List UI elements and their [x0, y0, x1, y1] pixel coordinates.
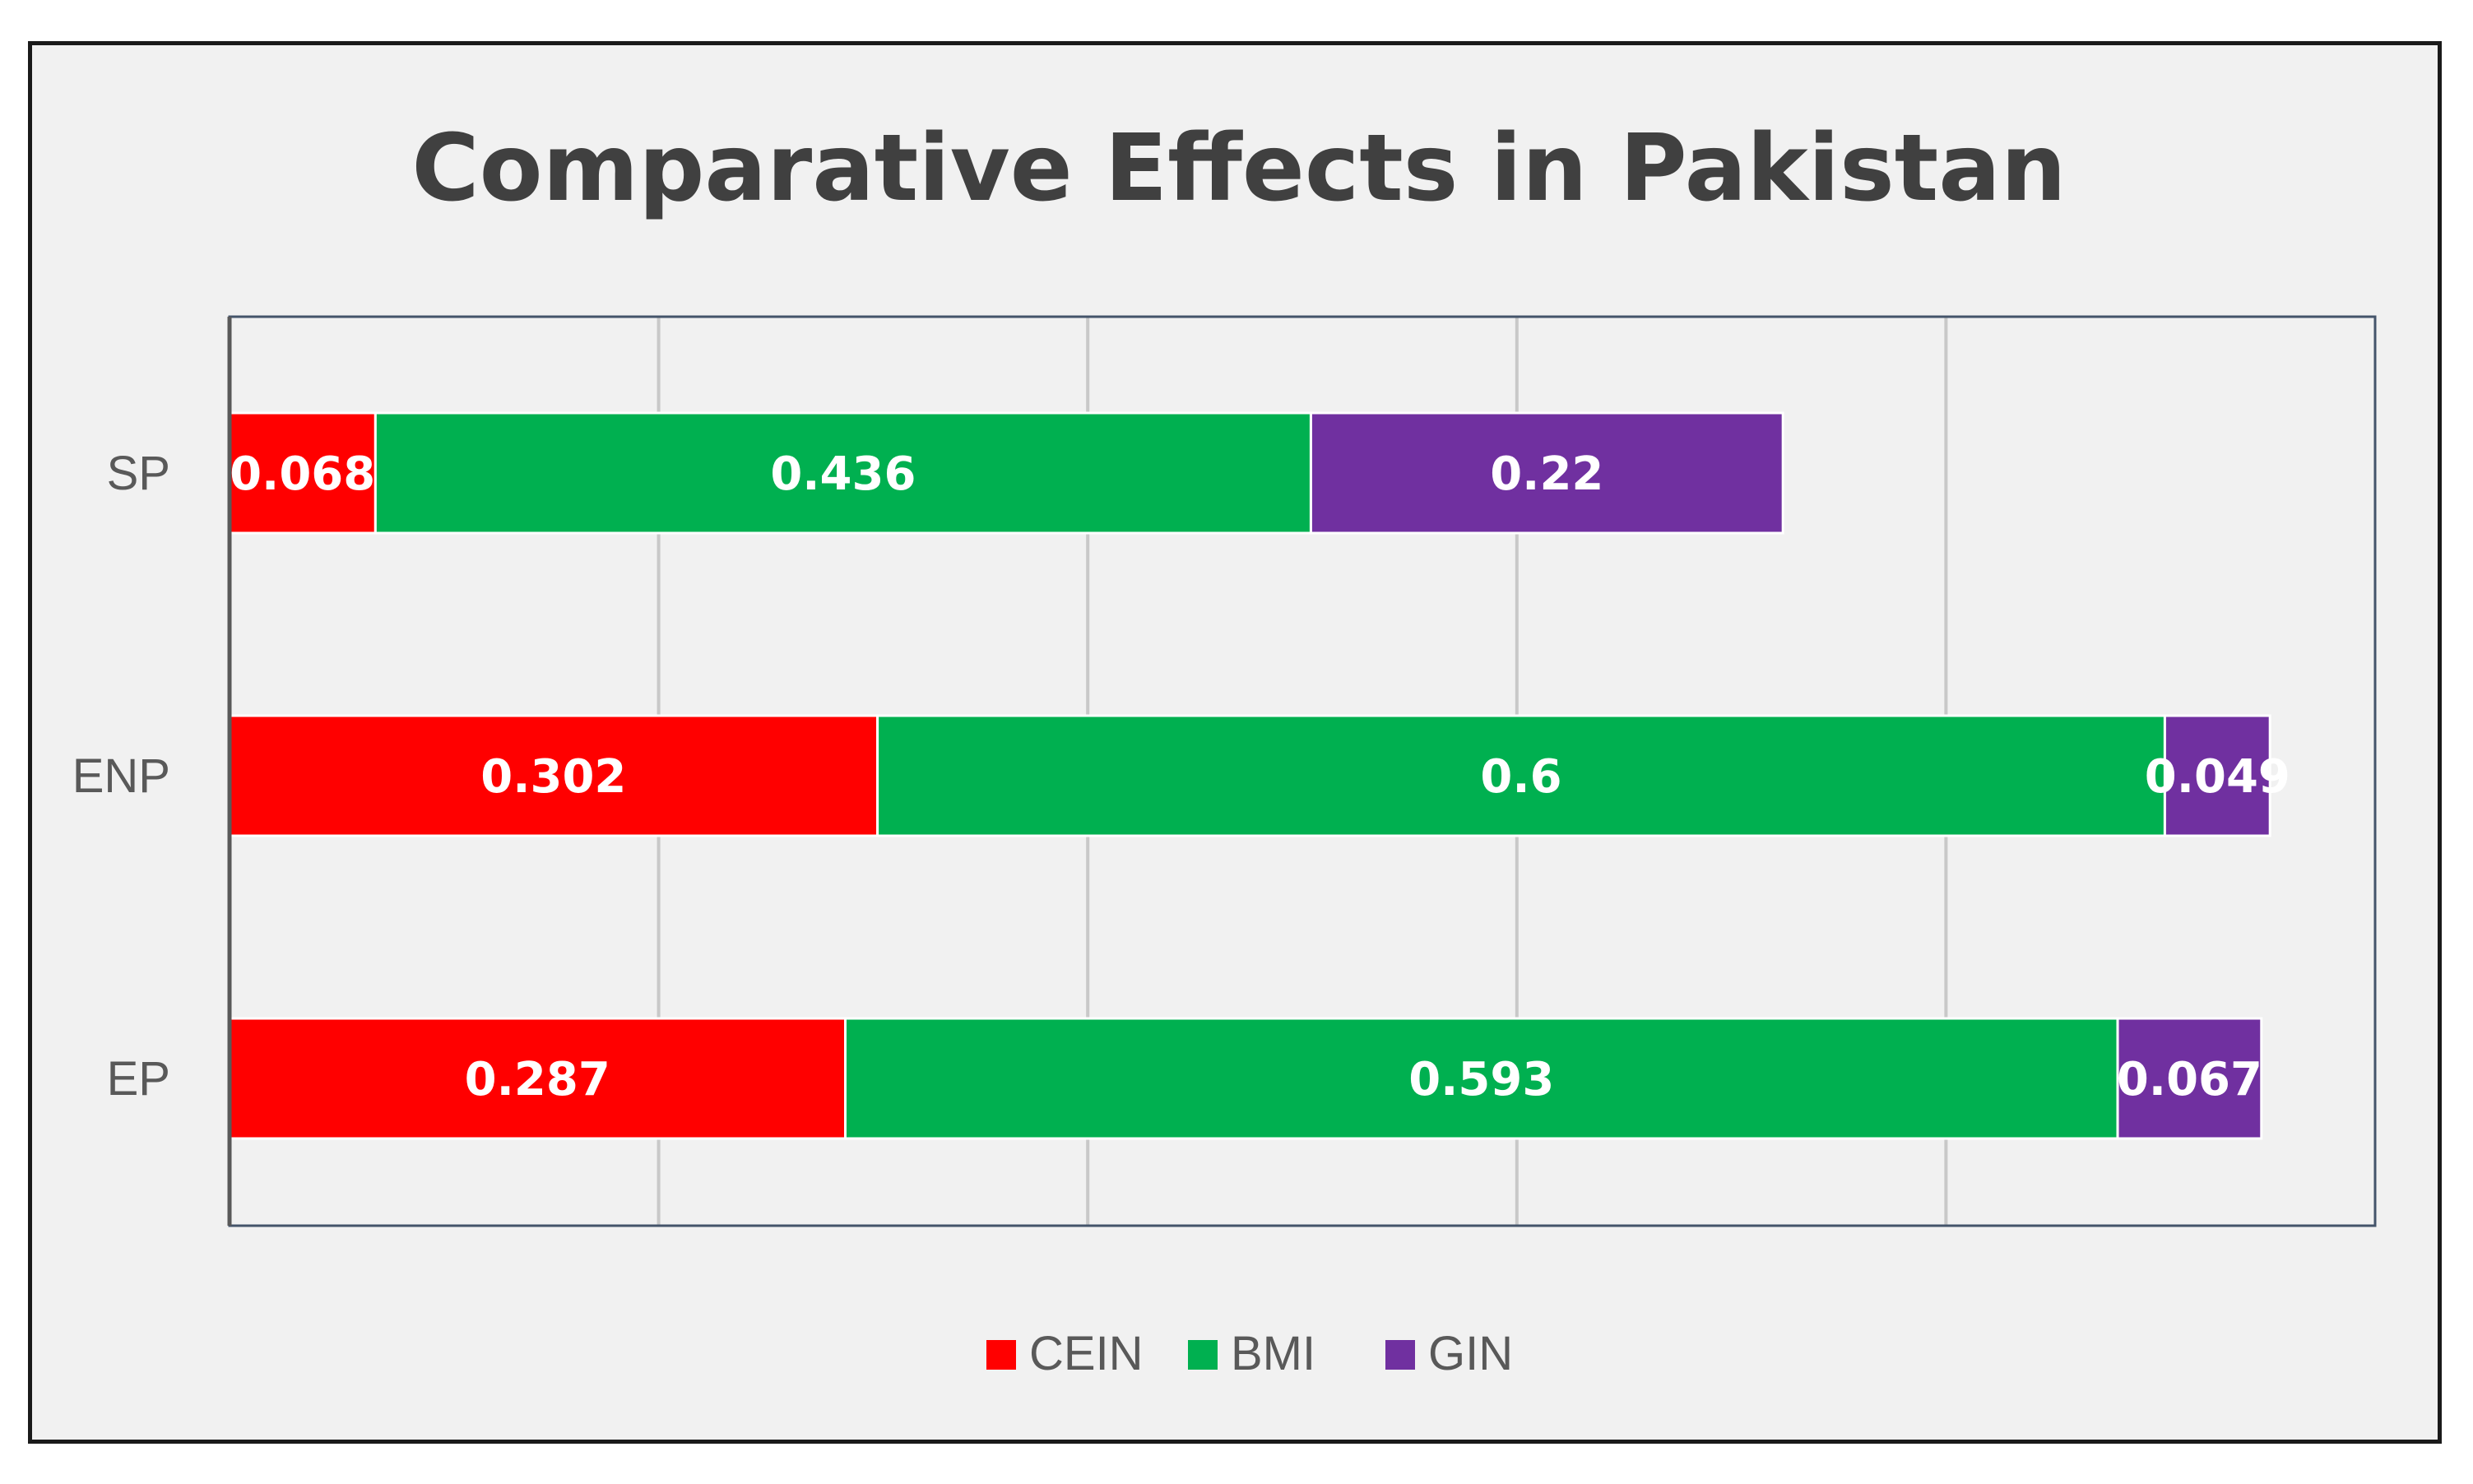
legend-swatch-gin	[1385, 1340, 1415, 1370]
data-label-cein-sp: 0.068	[230, 448, 375, 501]
data-label-cein-enp: 0.302	[480, 750, 626, 804]
data-label-bmi-ep: 0.593	[1408, 1053, 1554, 1106]
legend-label-bmi: BMI	[1231, 1327, 1315, 1380]
legend-label-cein: CEIN	[1029, 1327, 1144, 1380]
category-label-enp: ENP	[72, 749, 170, 803]
bar-gin-ep	[2116, 1017, 2263, 1140]
category-label-ep: EP	[107, 1052, 170, 1106]
chart-title: Comparative Effects in Pakistan	[411, 115, 2066, 222]
chart: Comparative Effects in Pakistan SP 0.068 0…	[72, 115, 2377, 1380]
legend-label-gin: GIN	[1428, 1327, 1513, 1380]
bar-bmi-ep	[843, 1017, 2119, 1140]
bar-gin-sp	[1309, 411, 1784, 535]
legend-swatch-bmi	[1188, 1340, 1218, 1370]
category-label-sp: SP	[107, 447, 170, 500]
data-label-gin-enp: 0.049	[2145, 750, 2290, 804]
bar-gin-enp	[2163, 714, 2271, 837]
data-label-gin-sp: 0.22	[1490, 448, 1603, 501]
data-label-gin-ep: 0.067	[2117, 1053, 2262, 1106]
legend: CEIN BMI GIN	[986, 1327, 1513, 1380]
legend-swatch-cein	[986, 1340, 1016, 1370]
plot-area: SP 0.068 0.436 0.22 ENP 0.302 0.6 0.049 EP 0.287 0…	[72, 315, 2377, 1227]
data-label-bmi-sp: 0.436	[770, 448, 916, 501]
data-label-cein-ep: 0.287	[465, 1053, 610, 1106]
bar-bmi-enp	[876, 714, 2166, 837]
data-label-bmi-enp: 0.6	[1480, 750, 1561, 804]
chart-frame: Comparative Effects in Pakistan SP 0.068 0…	[28, 41, 2442, 1444]
bar-bmi-sp	[374, 411, 1312, 535]
